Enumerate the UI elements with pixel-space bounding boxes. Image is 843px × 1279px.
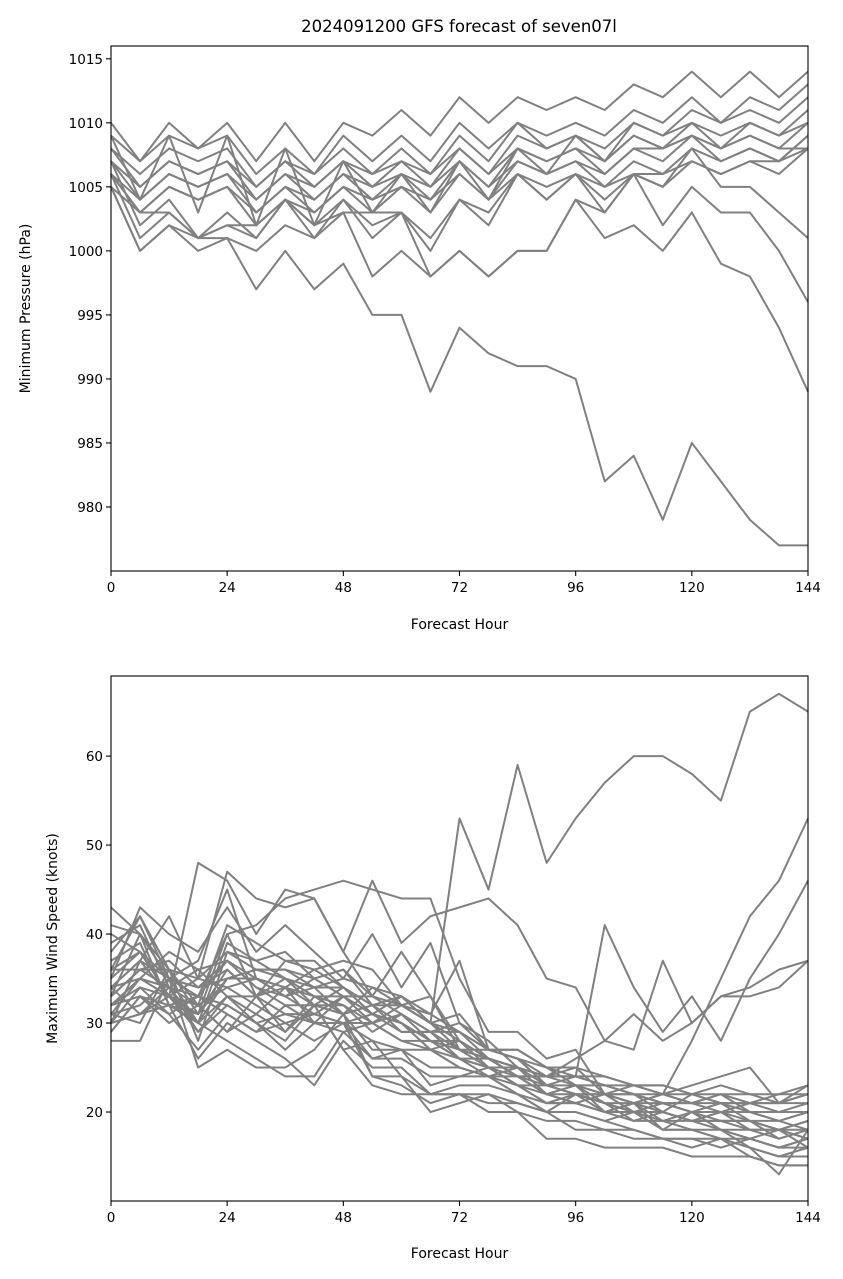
pressure-series-line-14 [110,186,808,547]
wind-y-tick-label: 60 [86,749,103,765]
wind-x-tick-label: 24 [219,1210,236,1226]
pressure-x-tick-label: 144 [795,580,821,596]
pressure-x-axis-label: Forecast Hour [411,617,509,633]
pressure-y-ticks: 980 985 990 995 1000 1005 1010 1015 [69,52,111,516]
pressure-y-tick-label: 1015 [69,52,103,68]
pressure-panel: 0 24 48 72 96 120 144 980 985 990 995 1000 1005 1010… [18,45,821,633]
wind-panel: 0 24 48 72 96 120 144 20 30 40 50 60 Forecast Hour… [45,675,821,1262]
pressure-y-tick-label: 995 [77,308,103,324]
wind-x-axis-label: Forecast Hour [411,1246,509,1262]
pressure-x-tick-label: 24 [219,580,236,596]
pressure-y-tick-label: 980 [77,500,103,516]
pressure-plot-frame [110,45,809,572]
pressure-x-ticks: 0 24 48 72 96 120 144 [107,571,821,596]
pressure-series-line-1 [110,70,809,163]
wind-x-ticks: 0 24 48 72 96 120 144 [107,1201,821,1226]
wind-series-line-31 [110,968,808,1131]
pressure-series-line-5 [110,121,809,201]
pressure-x-tick-label: 120 [679,580,705,596]
wind-series-line-18 [110,1004,809,1149]
wind-x-tick-label: 96 [567,1210,584,1226]
wind-series-lines [110,692,809,1176]
wind-plot-frame [110,675,809,1202]
wind-x-tick-label: 48 [335,1210,352,1226]
pressure-y-tick-label: 1000 [69,244,103,260]
pressure-x-tick-label: 72 [451,580,468,596]
wind-y-tick-label: 50 [86,838,103,854]
wind-y-tick-label: 30 [86,1016,103,1032]
pressure-y-tick-label: 1005 [69,180,103,196]
pressure-y-tick-label: 1010 [69,116,103,132]
wind-x-tick-label: 120 [679,1210,705,1226]
wind-series-line-11 [110,924,808,1114]
wind-y-tick-label: 20 [86,1105,103,1121]
pressure-series-line-9 [110,147,809,227]
wind-y-axis-label: Maximum Wind Speed (knots) [45,833,61,1044]
chart-title: 2024091200 GFS forecast of seven07l [301,17,617,36]
pressure-series-line-10 [110,134,808,227]
pressure-x-tick-label: 0 [107,580,116,596]
pressure-y-tick-label: 985 [77,436,103,452]
pressure-x-tick-label: 96 [567,580,584,596]
wind-series-line-6 [110,861,809,1042]
wind-y-tick-label: 40 [86,927,103,943]
wind-series-line-23 [110,950,809,1149]
pressure-x-tick-label: 48 [335,580,352,596]
pressure-y-axis-label: Minimum Pressure (hPa) [18,224,34,394]
pressure-series-line-3 [110,96,809,188]
pressure-series-lines [110,70,809,547]
wind-x-tick-label: 144 [795,1210,821,1226]
wind-series-line-30 [111,950,809,1105]
wind-y-ticks: 20 30 40 50 60 [86,749,111,1121]
pressure-y-tick-label: 990 [77,372,103,388]
wind-x-tick-label: 72 [451,1210,468,1226]
pressure-series-line-15 [110,173,809,393]
wind-x-tick-label: 0 [107,1210,116,1226]
wind-series-line-32 [110,959,809,1131]
